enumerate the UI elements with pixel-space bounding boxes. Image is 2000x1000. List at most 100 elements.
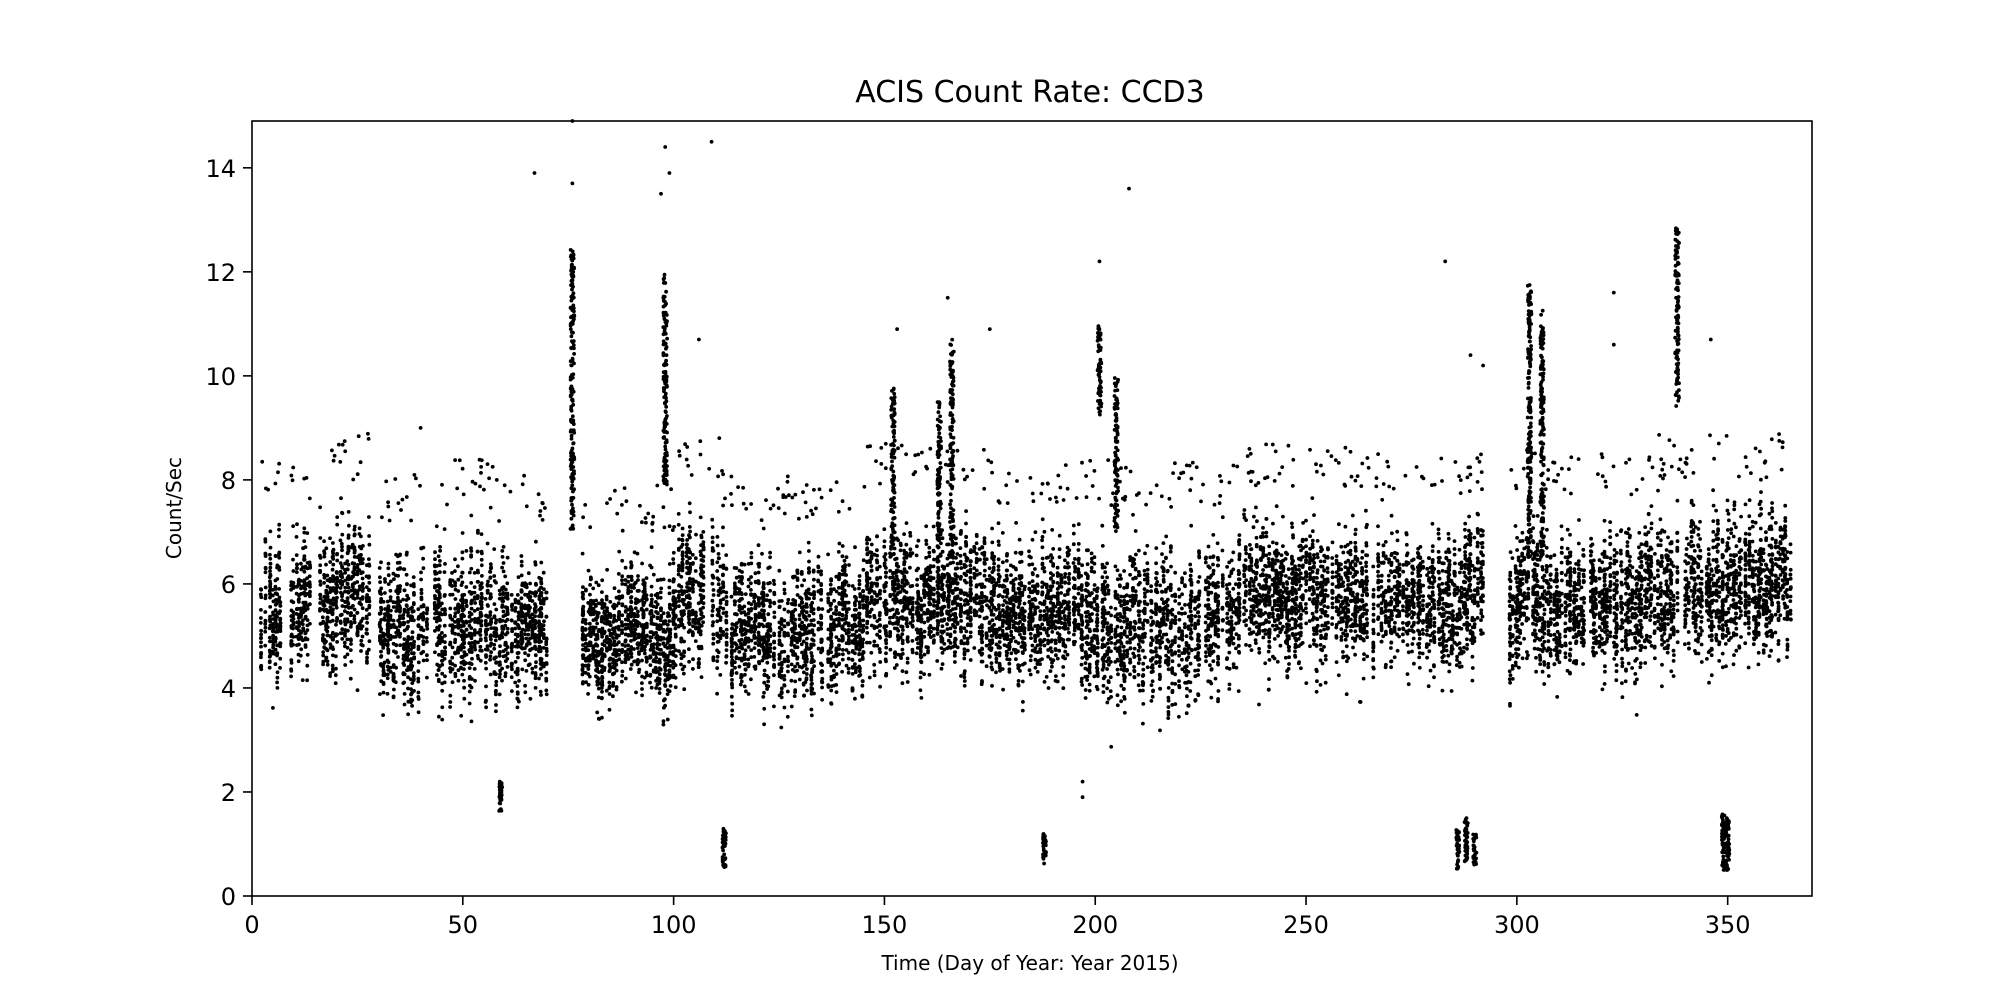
- data-point: [673, 622, 678, 627]
- data-point: [436, 627, 441, 632]
- data-point: [724, 618, 729, 623]
- data-point: [464, 661, 468, 666]
- data-point: [721, 572, 725, 577]
- data-point: [797, 617, 802, 622]
- data-point: [340, 548, 344, 553]
- data-point: [396, 595, 400, 600]
- data-point: [259, 608, 263, 612]
- data-point: [352, 607, 357, 612]
- data-point: [450, 617, 455, 622]
- data-point: [591, 646, 596, 651]
- data-point: [658, 595, 663, 600]
- data-point: [737, 650, 742, 654]
- data-point: [324, 655, 329, 660]
- data-point: [820, 697, 824, 702]
- data-point: [476, 580, 480, 584]
- data-point: [682, 664, 687, 669]
- data-point: [305, 618, 310, 622]
- data-point: [837, 541, 842, 546]
- data-point: [339, 496, 343, 501]
- data-point: [617, 640, 621, 645]
- data-point: [875, 548, 879, 553]
- data-point: [819, 583, 824, 587]
- data-point: [699, 646, 704, 651]
- data-point: [638, 503, 642, 508]
- data-point: [388, 665, 393, 670]
- data-point: [538, 509, 543, 513]
- data-point: [412, 639, 416, 644]
- data-point: [291, 557, 295, 562]
- data-point: [263, 585, 268, 590]
- data-point: [757, 661, 762, 666]
- data-point: [857, 574, 862, 578]
- data-point: [515, 684, 520, 688]
- data-point: [488, 592, 493, 596]
- data-point: [494, 709, 498, 714]
- data-point: [469, 513, 474, 518]
- data-point: [455, 486, 460, 491]
- data-point: [470, 479, 475, 484]
- data-point: [772, 704, 776, 709]
- data-point: [635, 614, 640, 618]
- data-point: [409, 647, 413, 652]
- data-point: [367, 534, 371, 538]
- data-point: [456, 632, 461, 637]
- data-point: [679, 574, 684, 579]
- data-point: [291, 635, 296, 639]
- data-point: [440, 717, 445, 722]
- data-point: [837, 585, 841, 590]
- data-point: [869, 607, 874, 612]
- data-point: [768, 588, 772, 593]
- data-point: [479, 563, 484, 568]
- data-point: [409, 583, 413, 588]
- data-point: [689, 473, 694, 477]
- data-point: [686, 463, 690, 468]
- data-point: [500, 666, 504, 671]
- data-point: [737, 587, 742, 592]
- data-point: [405, 582, 409, 586]
- data-point: [365, 593, 369, 597]
- data-point: [478, 644, 483, 649]
- data-point: [528, 696, 533, 701]
- data-point: [663, 697, 667, 702]
- data-point: [379, 605, 383, 610]
- data-point: [534, 635, 538, 640]
- data-point: [419, 595, 424, 600]
- data-point: [739, 622, 744, 627]
- data-point: [405, 593, 409, 598]
- data-point: [513, 626, 518, 631]
- data-point: [343, 609, 347, 614]
- data-point: [472, 609, 477, 613]
- data-point: [729, 594, 734, 599]
- data-point: [275, 670, 280, 675]
- data-point: [741, 501, 746, 506]
- data-point: [340, 572, 344, 577]
- data-point: [328, 536, 332, 541]
- data-point: [528, 636, 532, 641]
- data-point: [544, 596, 549, 601]
- data-point: [489, 626, 494, 630]
- data-point: [398, 586, 402, 591]
- data-point: [325, 629, 330, 634]
- data-point: [520, 667, 525, 672]
- data-point: [688, 565, 692, 569]
- data-point: [786, 659, 791, 664]
- data-point: [667, 670, 672, 674]
- data-point: [659, 606, 663, 611]
- data-point: [640, 520, 644, 525]
- data-point: [844, 610, 849, 615]
- data-point: [793, 617, 798, 622]
- data-point: [608, 497, 612, 501]
- data-point: [528, 581, 532, 586]
- data-point: [498, 592, 502, 597]
- data-point: [328, 579, 332, 584]
- data-point: [398, 566, 403, 570]
- data-point: [752, 655, 757, 659]
- data-point: [743, 672, 747, 677]
- data-point: [655, 602, 660, 607]
- data-point: [882, 589, 887, 594]
- data-point: [834, 690, 839, 694]
- data-point: [898, 548, 903, 553]
- data-point: [852, 587, 857, 591]
- data-point: [352, 527, 357, 532]
